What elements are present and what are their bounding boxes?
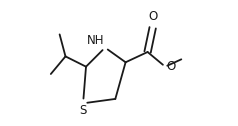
Text: S: S [79, 104, 87, 117]
Text: NH: NH [87, 34, 104, 47]
Text: O: O [149, 10, 158, 23]
Text: O: O [166, 60, 175, 73]
